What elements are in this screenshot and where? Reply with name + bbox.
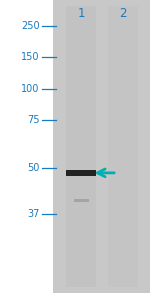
Bar [108,6,138,287]
Text: 75: 75 [27,115,40,125]
Bar [52,0,150,293]
Text: 50: 50 [27,163,40,173]
Text: 2: 2 [119,7,127,20]
Bar [66,170,96,176]
Text: 1: 1 [77,7,85,20]
Text: 150: 150 [21,52,40,62]
Bar [74,199,88,202]
Text: 250: 250 [21,21,40,31]
Text: 37: 37 [27,209,40,219]
Bar [66,6,96,287]
Text: 100: 100 [21,84,40,94]
